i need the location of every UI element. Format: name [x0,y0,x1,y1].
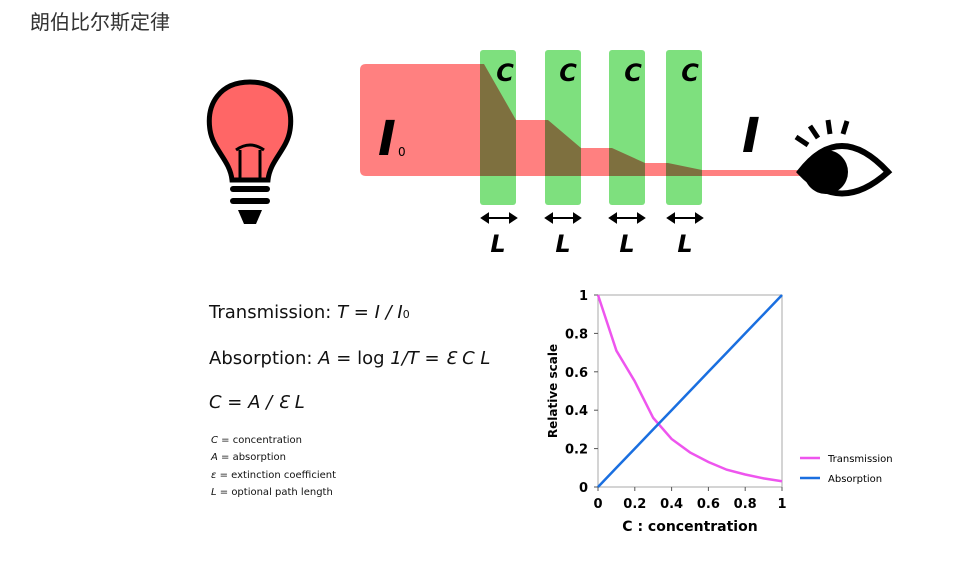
legend-label: Transmission [827,454,893,465]
line-series [596,294,783,483]
note: A = absorption [211,452,286,463]
concentration-label: C [624,59,642,87]
note-text: = absorption [217,452,286,463]
y-tick-label: 1 [579,289,588,304]
samples [480,50,702,205]
formula: Transmission: T = I / I0 [209,302,410,323]
page-title: 朗伯比尔斯定律 [30,10,170,34]
concentration-label: C [496,59,514,87]
x-axis-label: C : concentration [622,519,757,535]
y-tick-label: 0.6 [565,366,588,381]
eye [794,119,893,197]
formula-text: Ɛ C L [445,348,491,369]
length-label: L [677,230,692,258]
note-symbol: C [211,435,218,446]
note: L = optional path length [211,487,333,498]
x-tick-label: 0.2 [623,497,646,512]
length-arrows [480,212,704,224]
length-label: L [490,230,505,258]
formula-text: = log [330,348,391,369]
note-symbol: L [211,487,217,498]
concentration-label: C [681,59,699,87]
note-symbol: A [211,452,218,463]
length-label: L [619,230,634,258]
transmitted-label: I [742,108,760,164]
x-tick-label: 1 [777,497,786,512]
plot-frame [597,294,783,488]
x-tick-label: 0 [593,497,602,512]
formula: Absorption: A = log 1/T = Ɛ C L [209,348,490,369]
y-tick-label: 0.8 [565,327,588,342]
y-tick-label: 0 [579,481,588,496]
concentration-label: C [559,59,577,87]
note-text: = concentration [217,435,302,446]
length-label: L [555,230,570,258]
x-tick-label: 0.6 [697,497,720,512]
light-bulb [206,79,294,224]
note-symbol: ε [211,470,217,481]
note-text: = extinction coefficient [216,470,337,481]
x-tick-label: 0.8 [734,497,757,512]
light-beam [360,64,810,176]
legend-label: Absorption [828,474,882,485]
note-text: = optional path length [216,487,333,498]
y-axis-label: Relative scale [546,344,560,438]
formula-text: Transmission: [209,302,338,323]
line-series [597,294,783,488]
formula-text: C = A / Ɛ L [209,392,305,413]
y-tick-label: 0.4 [565,404,588,419]
incident-label: I [378,111,396,167]
incident-subscript: 0 [398,145,406,159]
formula-subscript: 0 [402,308,410,321]
formula-text: A [318,348,331,369]
formula-text: 1/T = [390,348,446,369]
note: ε = extinction coefficient [211,470,336,481]
x-tick-label: 0.4 [660,497,683,512]
formula: C = A / Ɛ L [209,392,305,413]
formula-text: Absorption: [209,348,319,369]
formula-text: T = I / I [337,302,403,323]
y-tick-label: 0.2 [565,443,588,458]
note: C = concentration [211,435,302,446]
